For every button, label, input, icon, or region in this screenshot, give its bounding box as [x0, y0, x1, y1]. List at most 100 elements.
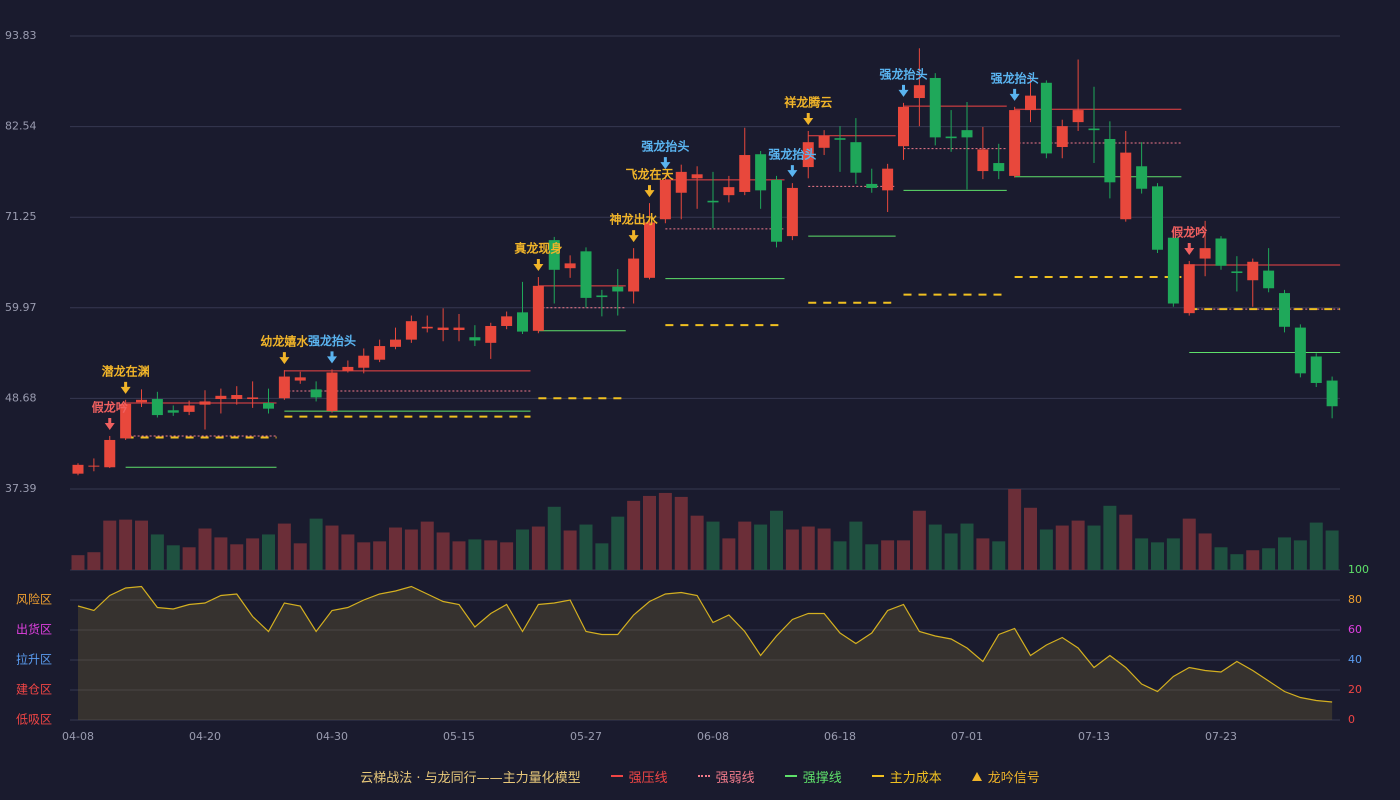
candle-body: [802, 142, 814, 168]
signal-arrow: [644, 185, 655, 198]
signal-label: 强龙抬头: [308, 333, 356, 348]
legend-label: 龙吟信号: [987, 770, 1040, 786]
volume-bar: [976, 538, 990, 570]
volume-bar: [277, 523, 291, 570]
x-tick-label: 04-20: [189, 730, 221, 743]
candle-body: [183, 405, 195, 412]
candle-body: [167, 410, 179, 413]
volume-bar: [770, 510, 783, 570]
candle-body: [1072, 110, 1084, 123]
candle-body: [1167, 237, 1179, 304]
signal-label: 强龙抬头: [768, 147, 816, 162]
volume-bar: [404, 529, 418, 570]
candle-body: [294, 377, 306, 381]
volume-bar: [484, 540, 498, 570]
legend-swatch: [784, 775, 797, 777]
signal-arrow: [1009, 88, 1020, 101]
candle-body: [755, 154, 767, 191]
y-tick-label: 48.68: [5, 391, 37, 404]
candle-body: [580, 251, 592, 298]
volume-bar: [1119, 514, 1133, 570]
volume-bar: [1325, 530, 1339, 570]
volume-bar: [500, 542, 514, 570]
signal-label: 真龙现身: [514, 241, 562, 256]
volume-bar: [1198, 533, 1212, 570]
volume-bar: [389, 527, 402, 570]
volume-bar: [563, 530, 577, 570]
candle-body: [120, 403, 132, 439]
candle-body: [818, 135, 830, 148]
volume-bar: [1278, 537, 1291, 570]
volume-bar: [246, 538, 260, 570]
y2-tick-label: 100: [1348, 563, 1369, 576]
volume-bar: [1087, 525, 1101, 570]
legend-swatch: [871, 775, 884, 777]
signal-arrow: [104, 417, 115, 430]
candle-body: [913, 85, 925, 99]
volume-bar: [436, 532, 450, 570]
candle-body: [771, 179, 782, 242]
volume-bar: [785, 529, 799, 570]
candle-body: [88, 465, 100, 467]
y2-tick-label: 40: [1348, 653, 1362, 666]
candle-body: [596, 295, 608, 298]
candle-body: [215, 395, 227, 400]
candle-body: [136, 399, 147, 403]
x-tick-label: 04-30: [316, 730, 348, 743]
signal-arrow: [327, 351, 337, 364]
legend-item: 强压线: [610, 767, 668, 786]
volume-bar: [1103, 505, 1117, 570]
volume-bar: [150, 534, 164, 570]
legend-item: 强弱线: [697, 767, 755, 786]
x-tick-label: 06-08: [697, 730, 729, 743]
x-tick-label: 05-27: [570, 730, 602, 743]
y-tick-label: 37.39: [5, 482, 37, 495]
candle-body: [72, 464, 84, 474]
candle-body: [310, 389, 322, 398]
x-tick-label: 04-08: [62, 730, 94, 743]
candle-body: [278, 376, 290, 399]
volume-bar: [293, 543, 307, 570]
signal-label: 强龙抬头: [641, 139, 689, 154]
volume-bar: [1151, 542, 1164, 570]
candle-body: [247, 397, 259, 400]
candle-body: [532, 285, 544, 331]
volume-bar: [103, 520, 117, 570]
volume-bar: [1166, 538, 1180, 570]
candle-body: [1152, 186, 1163, 250]
volume-bar: [865, 544, 879, 570]
candle-body: [485, 325, 497, 343]
candle-body: [961, 130, 973, 138]
candle-body: [1247, 261, 1259, 281]
candle-body: [834, 138, 846, 140]
candle-body: [945, 136, 957, 139]
candle-body: [390, 339, 401, 347]
candle-body: [866, 183, 878, 188]
y2-tick-label: 60: [1348, 623, 1362, 636]
volume-bar: [928, 524, 942, 570]
candle-body: [1199, 248, 1211, 259]
volume-bar: [309, 518, 323, 570]
indicator-line: [77, 585, 1333, 703]
candle-body: [659, 179, 671, 220]
volume-bar: [912, 510, 926, 570]
signal-arrow: [660, 157, 671, 170]
candle-body: [421, 326, 433, 329]
candle-body: [786, 187, 798, 237]
candle-body: [1294, 327, 1306, 374]
volume-bar: [1309, 522, 1323, 570]
signal-label: 强龙抬头: [879, 66, 927, 81]
candle-body: [1136, 166, 1148, 189]
volume-bar: [643, 495, 656, 570]
candle-body: [1231, 271, 1243, 274]
volume-bar: [119, 519, 133, 570]
zone-label: 风险区: [16, 592, 52, 607]
volume-bar: [1230, 554, 1244, 570]
volume-bar: [452, 541, 466, 570]
candle-body: [1279, 293, 1290, 327]
volume-bar: [325, 525, 339, 570]
x-tick-label: 07-23: [1205, 730, 1237, 743]
signal-label: 飞龙在天: [625, 167, 674, 182]
volume-bar: [627, 500, 641, 570]
